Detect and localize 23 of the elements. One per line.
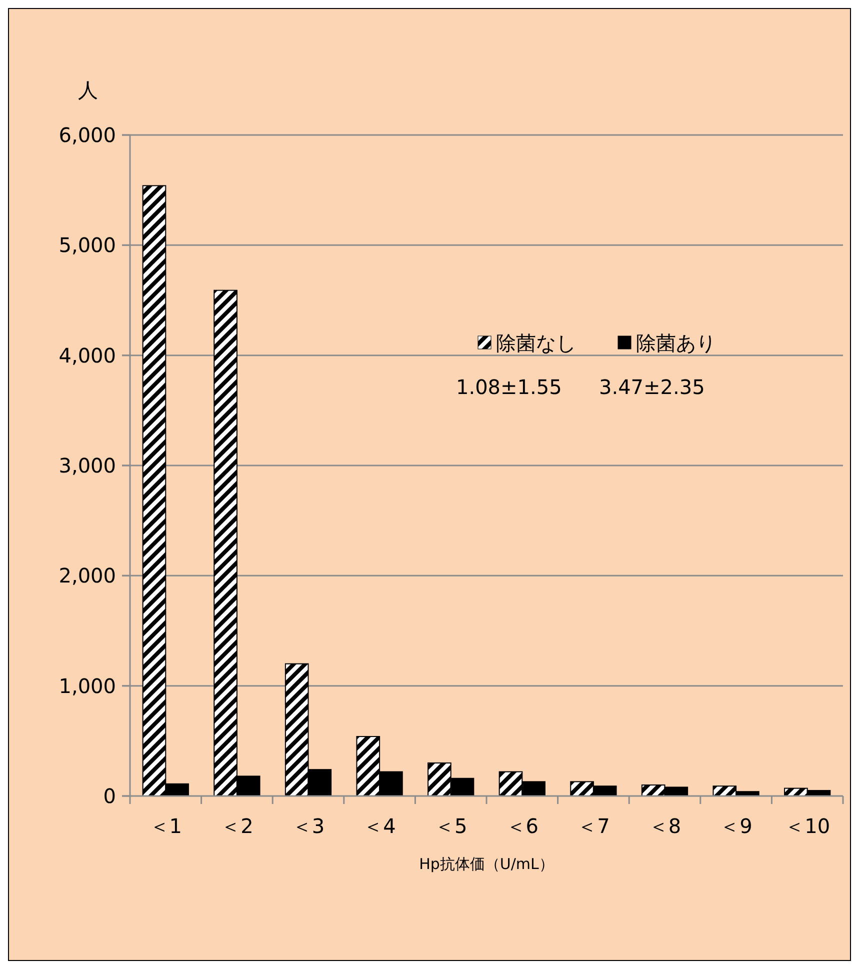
y-tick-label: 6,000 — [58, 123, 116, 147]
y-tick-label: 0 — [103, 784, 116, 808]
y-tick-label: 2,000 — [58, 564, 116, 588]
y-tick-label: 4,000 — [58, 343, 116, 368]
x-axis-title: Hp抗体価（U/mL） — [419, 855, 554, 873]
annotation: 1.08±1.55 — [456, 375, 562, 399]
y-axis-title: 人 — [78, 78, 98, 102]
x-tick-label: ＜1 — [149, 814, 182, 838]
x-tick-label: ＜3 — [292, 814, 325, 838]
y-tick-label: 1,000 — [58, 674, 116, 698]
x-tick-label: ＜6 — [506, 814, 539, 838]
x-tick-label: ＜7 — [577, 814, 610, 838]
x-tick-label: ＜5 — [434, 814, 468, 838]
x-tick-label: ＜10 — [784, 814, 830, 838]
x-tick-label: ＜9 — [720, 814, 752, 838]
legend-label: 除菌あり — [636, 331, 716, 355]
annotation: 3.47±2.35 — [599, 375, 705, 399]
x-tick-label: ＜8 — [648, 814, 682, 838]
x-tick-label: ＜2 — [220, 814, 254, 838]
x-tick-label: ＜4 — [363, 814, 396, 838]
y-tick-label: 3,000 — [58, 454, 116, 478]
y-tick-label: 5,000 — [58, 233, 116, 258]
legend-label: 除菌なし — [496, 331, 576, 355]
